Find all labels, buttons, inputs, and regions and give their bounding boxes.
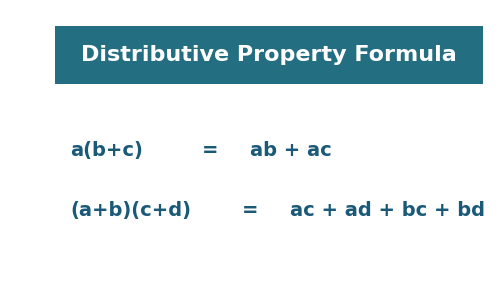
Text: (a+b)(c+d): (a+b)(c+d) — [70, 201, 191, 220]
Text: =: = — [242, 201, 258, 220]
Text: =: = — [202, 141, 218, 160]
Text: ab + ac: ab + ac — [250, 141, 332, 160]
Text: a(b+c): a(b+c) — [70, 141, 143, 160]
Text: ac + ad + bc + bd: ac + ad + bc + bd — [290, 201, 485, 220]
Bar — [55, 26, 482, 84]
Text: Distributive Property Formula: Distributive Property Formula — [81, 45, 456, 65]
